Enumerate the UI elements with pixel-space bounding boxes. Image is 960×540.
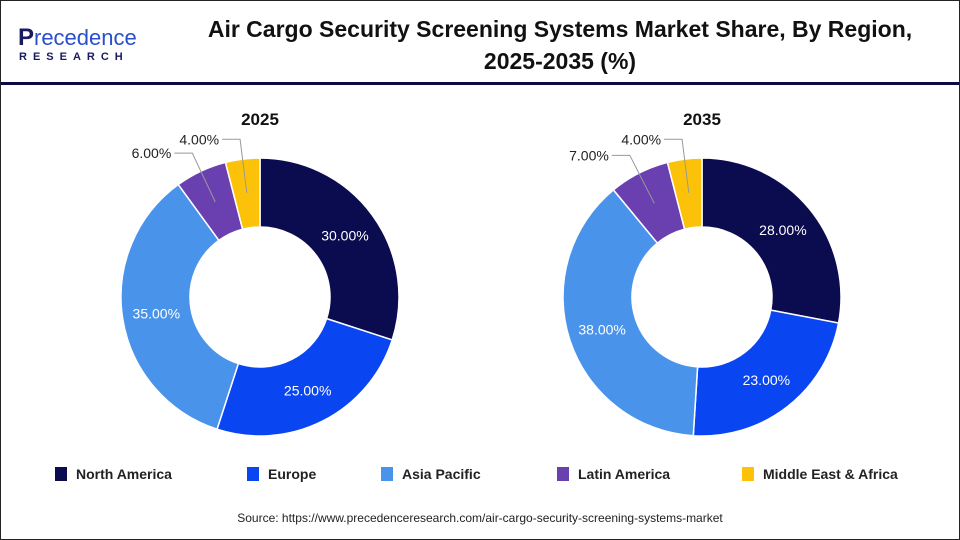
donut-title: 2035 [683, 110, 721, 129]
legend: North America Europe Asia Pacific Latin Ame… [1, 466, 959, 486]
legend-item: North America [55, 466, 172, 482]
data-label: 30.00% [321, 227, 368, 243]
svg-text:recedence: recedence [34, 25, 137, 50]
legend-label: Latin America [578, 466, 671, 482]
leader-line [664, 138, 690, 193]
data-label: 25.00% [284, 383, 331, 399]
legend-swatch [381, 467, 393, 481]
svg-text:P: P [18, 24, 34, 51]
legend-item: Middle East & Africa [742, 466, 898, 482]
slice-middle-east-africa [224, 157, 261, 231]
legend-swatch [247, 467, 259, 481]
precedence-research-logo: P recedence RESEARCH [18, 24, 137, 63]
slice-north-america [701, 157, 842, 324]
donut-2025: 2025 30.00% 25.00% 35.00% 6.00% 4.00% [120, 110, 400, 437]
source-note: Source: https://www.precedenceresearch.c… [237, 511, 723, 525]
slice-asia-pacific [562, 188, 699, 437]
data-label: 38.00% [578, 321, 625, 337]
slice-asia-pacific [120, 183, 240, 431]
legend-item: Asia Pacific [381, 466, 481, 482]
svg-text:RESEARCH: RESEARCH [19, 51, 129, 63]
leader-line [174, 152, 216, 203]
data-label: 7.00% [569, 147, 609, 163]
leader-line [611, 154, 655, 204]
donut-title: 2025 [241, 110, 279, 129]
donut-2035: 2035 28.00% 23.00% 38.00% 7.00% 4.00% [562, 110, 842, 437]
slice-middle-east-africa [666, 157, 703, 231]
legend-swatch [557, 467, 569, 481]
data-label: 6.00% [132, 145, 172, 161]
legend-swatch [742, 467, 754, 481]
legend-label: Asia Pacific [402, 466, 481, 482]
header-divider [1, 82, 959, 85]
slice-north-america [259, 157, 400, 341]
slice-europe [216, 317, 394, 437]
legend-label: North America [76, 466, 172, 482]
legend-label: Middle East & Africa [763, 466, 898, 482]
data-label: 4.00% [179, 131, 219, 147]
data-label: 23.00% [743, 372, 790, 388]
legend-label: Europe [268, 466, 317, 482]
legend-item: Europe [247, 466, 316, 482]
data-label: 4.00% [621, 131, 661, 147]
chart-title: Air Cargo Security Screening Systems Mar… [207, 16, 913, 74]
leader-line [222, 138, 248, 193]
legend-item: Latin America [557, 466, 670, 482]
data-label: 28.00% [759, 222, 806, 238]
data-label: 35.00% [133, 305, 180, 321]
legend-swatch [55, 467, 67, 481]
slice-europe [692, 309, 840, 437]
